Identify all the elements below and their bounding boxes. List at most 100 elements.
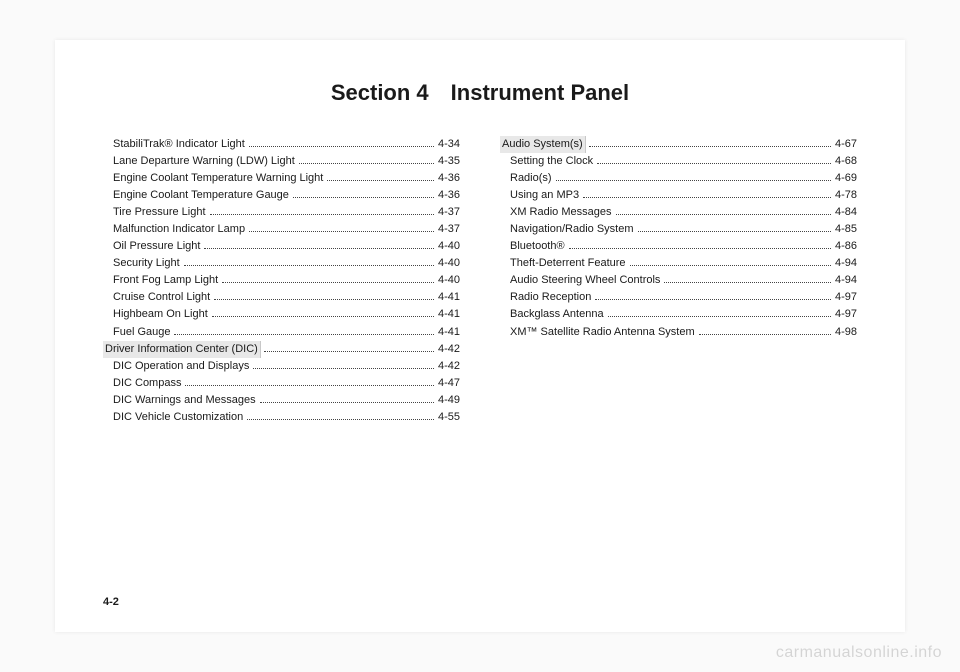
toc-page-ref: 4-78 [835, 187, 857, 204]
watermark: carmanualsonline.info [776, 644, 942, 662]
toc-leader-dots [249, 231, 434, 232]
toc-leader-dots [174, 334, 433, 335]
toc-label: XM Radio Messages [510, 204, 612, 221]
toc-label: Backglass Antenna [510, 306, 604, 323]
toc-leader-dots [583, 197, 831, 198]
toc-line: Front Fog Lamp Light 4-40 [103, 272, 460, 289]
toc-line: Bluetooth®4-86 [500, 238, 857, 255]
toc-page-ref: 4-68 [835, 153, 857, 170]
toc-label: Using an MP3 [510, 187, 579, 204]
toc-page-ref: 4-85 [835, 221, 857, 238]
toc-label: Setting the Clock [510, 153, 593, 170]
toc-leader-dots [595, 299, 831, 300]
toc-page-ref: 4-41 [438, 324, 460, 341]
toc-label: Highbeam On Light [113, 306, 208, 323]
toc-page-ref: 4-34 [438, 136, 460, 153]
toc-label: Front Fog Lamp Light [113, 272, 218, 289]
toc-label: Radio Reception [510, 289, 591, 306]
toc-leader-dots [589, 146, 831, 147]
section-title: Section 4 Instrument Panel [103, 80, 857, 106]
toc-line: DIC Vehicle Customization 4-55 [103, 409, 460, 426]
toc-leader-dots [185, 385, 434, 386]
toc-line: Malfunction Indicator Lamp 4-37 [103, 221, 460, 238]
toc-line: Radio(s)4-69 [500, 170, 857, 187]
toc-leader-dots [699, 334, 831, 335]
page-number: 4-2 [103, 596, 119, 608]
toc-line: XM™ Satellite Radio Antenna System4-98 [500, 324, 857, 341]
toc-label: Theft-Deterrent Feature [510, 255, 626, 272]
toc-label: Cruise Control Light [113, 289, 210, 306]
toc-columns: StabiliTrak® Indicator Light 4-34 Lane Dep… [103, 136, 857, 426]
toc-label: StabiliTrak® Indicator Light [113, 136, 245, 153]
toc-leader-dots [569, 248, 831, 249]
toc-page-ref: 4-97 [835, 306, 857, 323]
toc-label: Engine Coolant Temperature Gauge [113, 187, 289, 204]
toc-leader-dots [210, 214, 434, 215]
toc-page-ref: 4-40 [438, 255, 460, 272]
toc-line: Tire Pressure Light4-37 [103, 204, 460, 221]
toc-leader-dots [616, 214, 831, 215]
toc-label: DIC Operation and Displays [113, 358, 249, 375]
toc-label: Engine Coolant Temperature Warning Light [113, 170, 323, 187]
toc-line: XM Radio Messages 4-84 [500, 204, 857, 221]
toc-leader-dots [214, 299, 434, 300]
toc-leader-dots [293, 197, 434, 198]
toc-page-ref: 4-49 [438, 392, 460, 409]
toc-line: Navigation/Radio System 4-85 [500, 221, 857, 238]
toc-page-ref: 4-37 [438, 221, 460, 238]
toc-page-ref: 4-35 [438, 153, 460, 170]
toc-column-left: StabiliTrak® Indicator Light 4-34 Lane Dep… [103, 136, 460, 426]
toc-leader-dots [638, 231, 831, 232]
toc-line: Audio Steering Wheel Controls4-94 [500, 272, 857, 289]
toc-page-ref: 4-36 [438, 187, 460, 204]
toc-page-ref: 4-55 [438, 409, 460, 426]
toc-leader-dots [664, 282, 831, 283]
toc-page-ref: 4-47 [438, 375, 460, 392]
toc-leader-dots [597, 163, 831, 164]
toc-column-right: Audio System(s)4-67Setting the Clock 4-68… [500, 136, 857, 426]
toc-leader-dots [249, 146, 434, 147]
toc-label: Tire Pressure Light [113, 204, 206, 221]
toc-page-ref: 4-84 [835, 204, 857, 221]
toc-line: Using an MP3 4-78 [500, 187, 857, 204]
toc-page-ref: 4-41 [438, 306, 460, 323]
toc-line: Engine Coolant Temperature Gauge 4-36 [103, 187, 460, 204]
toc-label: Malfunction Indicator Lamp [113, 221, 245, 238]
toc-line: Engine Coolant Temperature Warning Light… [103, 170, 460, 187]
toc-line: Audio System(s)4-67 [500, 136, 857, 153]
toc-page-ref: 4-40 [438, 272, 460, 289]
toc-label: DIC Compass [113, 375, 181, 392]
toc-page-ref: 4-40 [438, 238, 460, 255]
toc-label: Navigation/Radio System [510, 221, 634, 238]
toc-line: DIC Operation and Displays 4-42 [103, 358, 460, 375]
toc-page-ref: 4-97 [835, 289, 857, 306]
toc-leader-dots [204, 248, 434, 249]
toc-page-ref: 4-67 [835, 136, 857, 153]
toc-line: DIC Warnings and Messages4-49 [103, 392, 460, 409]
toc-line: Fuel Gauge 4-41 [103, 324, 460, 341]
toc-leader-dots [222, 282, 434, 283]
manual-page: Section 4 Instrument Panel StabiliTrak® … [55, 40, 905, 632]
toc-line: Highbeam On Light 4-41 [103, 306, 460, 323]
toc-leader-dots [212, 316, 434, 317]
toc-page-ref: 4-98 [835, 324, 857, 341]
toc-label: Bluetooth® [510, 238, 565, 255]
toc-leader-dots [184, 265, 434, 266]
toc-line: Driver Information Center (DIC)4-42 [103, 341, 460, 358]
toc-page-ref: 4-42 [438, 358, 460, 375]
toc-page-ref: 4-94 [835, 272, 857, 289]
toc-leader-dots [327, 180, 434, 181]
toc-line: Security Light4-40 [103, 255, 460, 272]
toc-leader-dots [608, 316, 831, 317]
toc-label: Fuel Gauge [113, 324, 170, 341]
toc-label: Lane Departure Warning (LDW) Light [113, 153, 295, 170]
toc-page-ref: 4-36 [438, 170, 460, 187]
toc-label: Oil Pressure Light [113, 238, 200, 255]
toc-page-ref: 4-42 [438, 341, 460, 358]
toc-line: StabiliTrak® Indicator Light 4-34 [103, 136, 460, 153]
toc-line: Setting the Clock 4-68 [500, 153, 857, 170]
toc-page-ref: 4-41 [438, 289, 460, 306]
toc-line: Theft-Deterrent Feature4-94 [500, 255, 857, 272]
toc-line: Backglass Antenna 4-97 [500, 306, 857, 323]
toc-label: DIC Vehicle Customization [113, 409, 243, 426]
